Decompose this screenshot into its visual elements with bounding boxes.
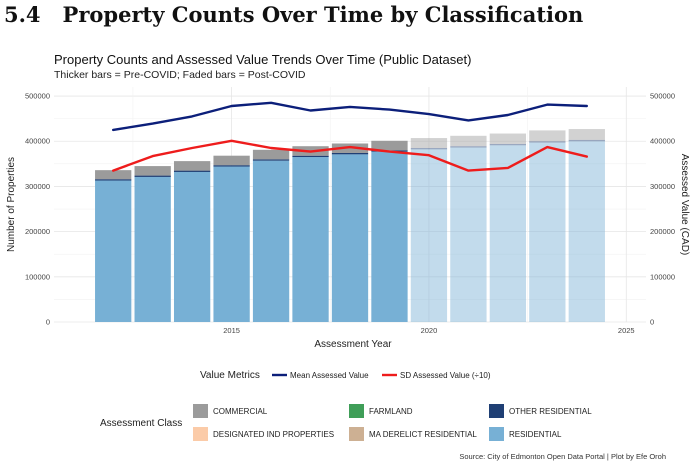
y-tick-label: 0 — [46, 318, 50, 327]
chart-subtitle: Thicker bars = Pre-COVID; Faded bars = P… — [54, 69, 306, 81]
y2-tick-label: 400000 — [650, 137, 675, 146]
x-tick-label: 2015 — [223, 326, 240, 335]
bar-other-residential — [450, 146, 487, 148]
bar-other-residential — [292, 155, 329, 158]
bar-residential — [95, 180, 132, 322]
bar-other-residential — [489, 143, 527, 146]
legend-label-assessment-class: COMMERCIAL — [213, 407, 268, 416]
series-line-sd-assessed-value-10- — [111, 139, 588, 172]
section-number: 5.4 — [4, 2, 41, 27]
bar-commercial — [213, 155, 250, 166]
series-line-mean-assessed-value — [111, 101, 588, 132]
legend-label-assessment-class: OTHER RESIDENTIAL — [509, 407, 592, 416]
section-heading: 5.4 Property Counts Over Time by Classifi… — [4, 2, 583, 27]
legend-title-assessment-class: Assessment Class — [100, 418, 182, 429]
legend-label-value-metric: Mean Assessed Value — [290, 371, 369, 380]
bar-residential — [568, 141, 605, 322]
bar-commercial — [95, 170, 132, 180]
legend-swatch-designated-ind-properties — [193, 427, 208, 441]
bar-other-residential — [173, 170, 211, 172]
legend-label-assessment-class: MA DERELICT RESIDENTIAL — [369, 430, 477, 439]
bar-commercial — [173, 161, 211, 171]
bar-other-residential — [410, 148, 448, 150]
bar-commercial — [371, 140, 408, 151]
bar-other-residential — [568, 139, 605, 142]
bar-residential — [410, 149, 448, 322]
y-tick-label: 300000 — [25, 182, 50, 191]
legend-swatch-commercial — [193, 404, 208, 418]
section-title: Property Counts Over Time by Classificat… — [62, 2, 584, 27]
bars — [95, 129, 605, 322]
legend-swatch-farmland — [349, 404, 364, 418]
bar-other-residential — [529, 141, 566, 143]
bar-residential — [331, 154, 369, 322]
chart-title: Property Counts and Assessed Value Trend… — [54, 52, 472, 67]
legend-swatch-residential — [489, 427, 504, 441]
y2-axis-title: Assessed Value (CAD) — [679, 154, 690, 256]
y2-tick-label: 500000 — [650, 92, 675, 101]
bar-commercial — [489, 133, 527, 144]
bar-other-residential — [331, 152, 369, 155]
legend-title-value-metrics: Value Metrics — [200, 370, 260, 381]
legend-label-assessment-class: DESIGNATED IND PROPERTIES — [213, 430, 334, 439]
bar-residential — [292, 157, 329, 322]
bar-other-residential — [252, 159, 290, 161]
y2-tick-label: 200000 — [650, 227, 675, 236]
legend-label-assessment-class: FARMLAND — [369, 407, 413, 416]
bar-residential — [173, 171, 211, 322]
bar-residential — [371, 151, 408, 322]
bar-other-residential — [213, 165, 250, 167]
legend-label-assessment-class: RESIDENTIAL — [509, 430, 562, 439]
bar-commercial — [134, 166, 171, 176]
bar-other-residential — [95, 179, 132, 181]
x-tick-label: 2020 — [421, 326, 438, 335]
y2-tick-label: 100000 — [650, 272, 675, 281]
bar-commercial — [568, 129, 605, 140]
y-tick-label: 400000 — [25, 137, 50, 146]
y-axis-title: Number of Properties — [6, 157, 17, 252]
legends: Value Metrics Mean Assessed Value SD Asses… — [100, 370, 592, 441]
legend-swatch-ma-derelict-residential — [349, 427, 364, 441]
legend-swatch-other-residential — [489, 404, 504, 418]
x-axis-title: Assessment Year — [314, 339, 392, 350]
x-tick-label: 2025 — [618, 326, 635, 335]
chart-caption: Source: City of Edmonton Open Data Porta… — [459, 452, 666, 461]
bar-commercial — [410, 138, 448, 149]
y2-tick-label: 300000 — [650, 182, 675, 191]
bar-residential — [252, 160, 290, 322]
bar-commercial — [252, 149, 290, 160]
legend-label-value-metric: SD Assessed Value (÷10) — [400, 371, 491, 380]
bar-residential — [529, 142, 566, 322]
axes: 0 100000 200000 300000 400000 500000 0 100000 20… — [6, 92, 690, 350]
value-lines — [111, 101, 588, 172]
bar-residential — [134, 176, 171, 322]
bar-residential — [213, 166, 250, 322]
bar-commercial — [450, 135, 487, 147]
y2-tick-label: 0 — [650, 318, 654, 327]
bar-residential — [450, 147, 487, 322]
bar-other-residential — [134, 175, 171, 177]
y-tick-label: 500000 — [25, 92, 50, 101]
bar-residential — [489, 145, 527, 322]
y-tick-label: 200000 — [25, 227, 50, 236]
bar-commercial — [529, 130, 566, 142]
y-tick-label: 100000 — [25, 272, 50, 281]
